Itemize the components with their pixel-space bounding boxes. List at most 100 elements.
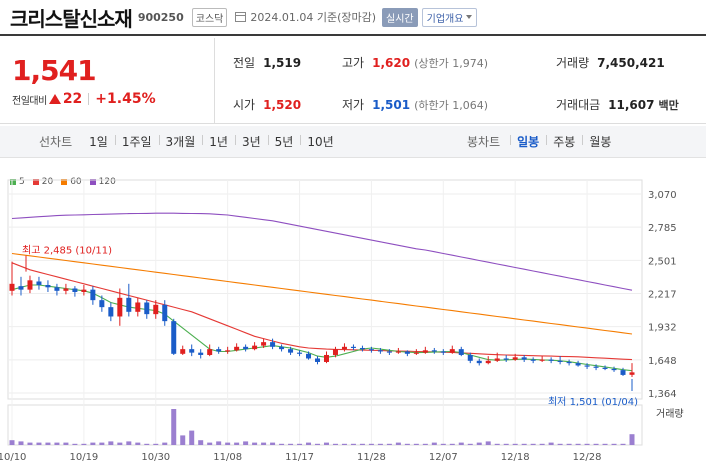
candle-body xyxy=(171,321,177,354)
volume-bar xyxy=(557,443,563,445)
volume-bar xyxy=(395,442,401,445)
realtime-button[interactable]: 실시간 xyxy=(382,7,418,27)
volume-bar xyxy=(306,442,312,445)
period-1w[interactable]: 1주일 xyxy=(114,133,159,150)
candle-body xyxy=(359,347,365,350)
company-overview-button[interactable]: 기업개요 xyxy=(421,7,478,27)
candle-body xyxy=(404,351,410,354)
legend-ma60: 60 xyxy=(61,177,82,187)
chart-axis: 3,070 2,785 2,501 2,217 1,932 1,648 1,364 10/10… xyxy=(0,190,677,463)
x-tick-label: 10/30 xyxy=(141,452,170,463)
chart-annotations: 최고 2,485 (10/11) 최저 1,501 (01/04) 거래량 xyxy=(22,245,684,420)
volume-bar xyxy=(404,443,410,445)
x-tick-label: 10/19 xyxy=(69,452,98,463)
candle-body xyxy=(90,289,96,301)
ma5-line xyxy=(11,284,633,372)
volume: 거래량 7,450,421 xyxy=(556,54,665,71)
volume-bar xyxy=(144,443,150,445)
candle-body xyxy=(521,357,527,360)
candle-body xyxy=(548,359,554,361)
candle-body xyxy=(431,350,437,352)
volume-bar xyxy=(315,443,321,445)
volume-label: 거래량 xyxy=(556,56,590,70)
volume-bar xyxy=(521,443,527,445)
candle-chart-label: 봉차트 xyxy=(467,135,501,149)
period-3m[interactable]: 3개월 xyxy=(158,133,203,150)
tab-weekly[interactable]: 주봉 xyxy=(546,133,582,150)
candle-body xyxy=(144,302,150,315)
candle-body xyxy=(207,349,213,355)
y-tick-label: 1,364 xyxy=(648,389,677,400)
volume-bar xyxy=(602,443,608,445)
candle-body xyxy=(306,353,312,359)
volume-bar xyxy=(180,435,186,445)
legend-ma120: 120 xyxy=(89,177,116,187)
legend-label: 120 xyxy=(98,177,116,187)
legend-ma20: 20 xyxy=(32,177,53,187)
change-label: 전일대비 xyxy=(12,95,47,107)
period-1d[interactable]: 1일 xyxy=(89,135,108,149)
volume-bar xyxy=(377,443,383,445)
open-price: 시가 1,520 xyxy=(233,96,301,113)
volume-bar xyxy=(126,441,132,445)
volume-bar xyxy=(440,443,446,445)
prev-close-value: 1,519 xyxy=(263,56,302,70)
volume-bar xyxy=(359,443,365,445)
candle-body xyxy=(539,359,545,361)
x-tick-label: 11/17 xyxy=(285,452,314,463)
volume-bar xyxy=(503,443,509,445)
volume-value: 7,450,421 xyxy=(597,56,665,70)
volume-bar xyxy=(225,442,231,445)
volume-bar xyxy=(153,443,159,445)
price-frame xyxy=(7,179,643,400)
legend-swatch xyxy=(10,179,16,185)
reference-date: 2024.01.04 기준(장마감) xyxy=(250,11,377,24)
candlestick-chart[interactable]: 3,070 2,785 2,501 2,217 1,932 1,648 1,364 10/10… xyxy=(0,160,706,475)
current-price: 1,541 xyxy=(12,54,97,87)
candle-body xyxy=(494,358,500,361)
candle-body xyxy=(512,357,518,360)
x-tick-label: 11/28 xyxy=(357,452,386,463)
ma20-line xyxy=(11,262,633,361)
candle-body xyxy=(45,284,51,288)
candle-body xyxy=(530,359,536,361)
period-10y[interactable]: 10년 xyxy=(300,133,340,150)
period-5y[interactable]: 5년 xyxy=(267,133,301,150)
period-1y[interactable]: 1년 xyxy=(202,133,235,150)
price-panel: 1,541 전일대비 22 +1.45% 전일 1,519 고가 1,620 (… xyxy=(0,38,706,124)
volume-bar xyxy=(189,430,195,445)
volume-bar xyxy=(261,442,267,445)
divider xyxy=(214,38,215,124)
candle-body xyxy=(198,352,204,355)
change-value: 22 xyxy=(62,91,83,107)
period-3y[interactable]: 3년 xyxy=(234,133,268,150)
candle-body xyxy=(503,358,509,360)
volume-bar xyxy=(323,442,329,445)
x-tick-label: 12/18 xyxy=(501,452,530,463)
volume-bar xyxy=(63,442,69,445)
change-percent: +1.45% xyxy=(95,91,156,107)
volume-bar xyxy=(90,442,96,445)
high-annotation: 최고 2,485 (10/11) xyxy=(22,245,112,257)
volume-bar xyxy=(171,409,177,445)
volume-bar xyxy=(368,443,374,445)
moving-average-lines xyxy=(11,212,633,372)
volume-bar xyxy=(108,441,114,445)
y-tick-label: 2,217 xyxy=(648,290,677,301)
low-value: 1,501 xyxy=(372,98,411,112)
candle-body xyxy=(629,372,635,375)
candle-body xyxy=(440,351,446,353)
candle-body xyxy=(126,297,132,312)
candle-body xyxy=(315,358,321,362)
candle-body xyxy=(99,300,105,308)
tab-daily[interactable]: 일봉 xyxy=(510,133,546,150)
volume-bar xyxy=(45,442,51,445)
volume-bar xyxy=(584,443,590,445)
high-price: 고가 1,620 (상한가 1,974) xyxy=(342,54,488,71)
candle-body xyxy=(332,349,338,355)
tab-monthly[interactable]: 월봉 xyxy=(582,133,618,150)
candle-body xyxy=(377,350,383,352)
volume-bar xyxy=(494,443,500,445)
volume-bar xyxy=(270,442,276,445)
candle-body xyxy=(216,349,222,352)
